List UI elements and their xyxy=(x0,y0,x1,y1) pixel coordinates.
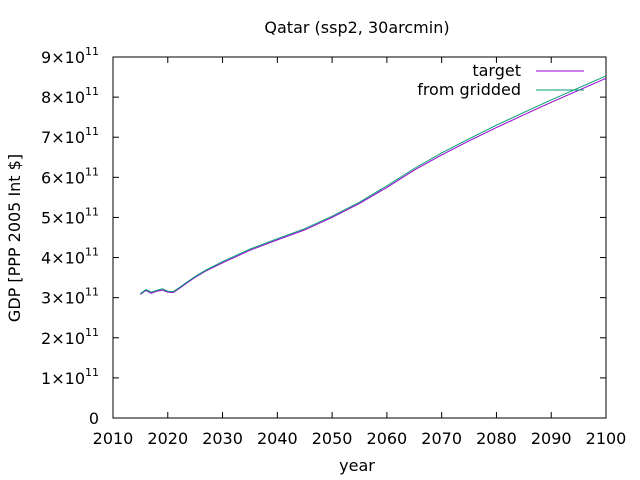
x-tick-label: 2080 xyxy=(476,429,517,448)
y-tick-exponent: 11 xyxy=(85,326,99,339)
y-tick-exponent: 11 xyxy=(85,45,99,58)
y-tick-exponent: 11 xyxy=(85,125,99,138)
y-tick-mantissa: 8×10 xyxy=(41,88,85,107)
y-tick-exponent: 11 xyxy=(85,165,99,178)
y-tick-mantissa: 0 xyxy=(89,409,99,428)
y-tick-mantissa: 5×10 xyxy=(41,208,85,227)
y-tick-mantissa: 6×10 xyxy=(41,168,85,187)
plot-area xyxy=(112,56,607,419)
y-tick-label: 1×1011 xyxy=(41,366,99,388)
legend-label: target xyxy=(472,61,521,80)
y-tick-exponent: 11 xyxy=(85,246,99,259)
x-tick-label: 2090 xyxy=(531,429,572,448)
y-tick-label: 9×1011 xyxy=(41,45,99,67)
y-tick-mantissa: 7×10 xyxy=(41,128,85,147)
y-tick-exponent: 11 xyxy=(85,205,99,218)
x-tick-label: 2050 xyxy=(312,429,353,448)
y-axis-label: GDP [PPP 2005 Int $] xyxy=(5,154,24,322)
chart-title: Qatar (ssp2, 30arcmin) xyxy=(264,18,449,37)
series-line-0 xyxy=(140,77,607,295)
x-tick-label: 2030 xyxy=(202,429,243,448)
y-tick-mantissa: 9×10 xyxy=(41,48,85,67)
x-axis: 2010 2020 2030 2040 2050 2060 2070 2080 2090 2100 xyxy=(93,57,627,448)
x-axis-label: year xyxy=(339,456,375,475)
y-tick-mantissa: 4×10 xyxy=(41,249,85,268)
y-tick-label: 8×1011 xyxy=(41,85,99,107)
y-tick-mantissa: 3×10 xyxy=(41,289,85,308)
x-tick-label: 2060 xyxy=(367,429,408,448)
x-tick-label: 2100 xyxy=(586,429,627,448)
y-tick-label: 5×1011 xyxy=(41,205,99,227)
y-axis: 01×10112×10113×10114×10115×10116×10117×1… xyxy=(41,45,606,428)
y-tick-mantissa: 2×10 xyxy=(41,329,85,348)
y-tick-exponent: 11 xyxy=(85,286,99,299)
y-tick-exponent: 11 xyxy=(85,85,99,98)
y-tick-label: 4×1011 xyxy=(41,246,99,268)
legend-label: from gridded xyxy=(417,80,521,99)
x-tick-label: 2010 xyxy=(93,429,134,448)
x-tick-label: 2070 xyxy=(421,429,462,448)
y-tick-label: 7×1011 xyxy=(41,125,99,147)
y-tick-label: 0 xyxy=(89,409,99,428)
y-tick-label: 2×1011 xyxy=(41,326,99,348)
series-group xyxy=(140,75,607,295)
x-tick-label: 2020 xyxy=(147,429,188,448)
series-line-1 xyxy=(140,75,607,295)
y-tick-label: 3×1011 xyxy=(41,286,99,308)
x-tick-label: 2040 xyxy=(257,429,298,448)
y-tick-mantissa: 1×10 xyxy=(41,369,85,388)
y-tick-label: 6×1011 xyxy=(41,165,99,187)
y-tick-exponent: 11 xyxy=(85,366,99,379)
